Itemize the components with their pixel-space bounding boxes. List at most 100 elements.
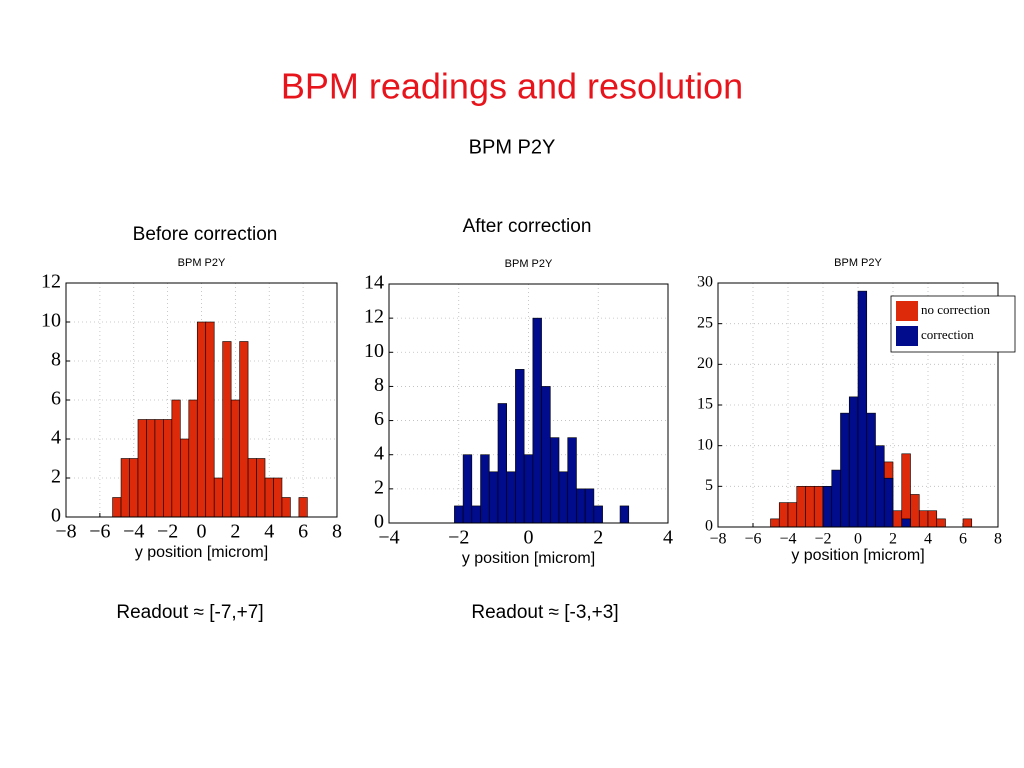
x-axis-label: y position [microm] — [791, 547, 924, 564]
bar — [584, 488, 595, 524]
x-tick-label: −4 — [779, 530, 796, 547]
plot-frame — [65, 282, 338, 518]
chart-caption: After correction — [463, 216, 592, 237]
x-axis-label: y position [microm] — [135, 544, 268, 561]
bar — [619, 505, 630, 524]
bar — [163, 419, 173, 518]
x-tick-label: 0 — [197, 521, 207, 543]
bar — [281, 497, 291, 518]
x-tick-label: 8 — [994, 530, 1002, 547]
x-tick-label: −4 — [123, 521, 144, 543]
bar — [471, 505, 481, 524]
bar — [454, 505, 464, 524]
bar — [901, 518, 911, 528]
bar — [196, 321, 207, 518]
y-tick-label: 8 — [51, 349, 61, 371]
bar — [532, 317, 542, 524]
bar — [264, 477, 274, 518]
bar — [497, 403, 508, 524]
bar — [112, 497, 122, 518]
bar — [541, 386, 551, 524]
y-tick-label: 5 — [705, 477, 713, 494]
bar — [222, 341, 232, 518]
x-tick-label: −2 — [448, 527, 469, 549]
bar — [848, 396, 859, 528]
bar — [213, 477, 223, 518]
bar — [120, 458, 130, 518]
bar — [778, 502, 789, 528]
bar — [239, 341, 249, 518]
y-tick-label: 10 — [41, 310, 61, 332]
legend-swatch — [896, 326, 918, 346]
bar — [515, 369, 525, 524]
bar — [188, 399, 198, 518]
legend-swatch — [896, 301, 918, 321]
y-tick-label: 0 — [51, 505, 61, 527]
bar — [567, 437, 577, 524]
y-tick-label: 20 — [697, 355, 713, 372]
x-tick-label: −8 — [709, 530, 726, 547]
x-tick-label: 4 — [663, 527, 673, 549]
bar — [910, 494, 920, 528]
x-tick-label: 6 — [959, 530, 967, 547]
bar — [273, 477, 283, 518]
x-tick-label: −2 — [814, 530, 831, 547]
x-tick-label: −6 — [89, 521, 110, 543]
bar — [883, 477, 894, 528]
x-axis-label: y position [microm] — [462, 550, 595, 567]
bar — [558, 471, 569, 524]
bar — [875, 445, 885, 528]
x-tick-label: −6 — [744, 530, 761, 547]
bar — [137, 419, 147, 518]
chart-title: BPM P2Y — [505, 258, 553, 270]
bar — [918, 510, 929, 528]
y-tick-label: 6 — [374, 408, 384, 430]
chart-title: BPM P2Y — [178, 257, 226, 269]
y-tick-label: 25 — [697, 314, 713, 331]
bar — [506, 471, 516, 524]
readout: Readout ≈ [-3,+3] — [471, 602, 618, 623]
bar — [230, 399, 240, 518]
bar — [857, 290, 868, 528]
legend-label: correction — [921, 327, 974, 342]
y-tick-label: 4 — [374, 442, 384, 464]
y-tick-label: 0 — [374, 511, 384, 533]
bar — [593, 505, 603, 524]
bar — [180, 438, 190, 518]
readout: Readout ≈ [-7,+7] — [116, 602, 263, 623]
bar — [462, 454, 473, 524]
bar — [813, 486, 824, 528]
x-tick-label: 8 — [332, 521, 342, 543]
x-tick-label: 2 — [889, 530, 897, 547]
bar — [549, 437, 560, 524]
bar — [171, 399, 181, 518]
bar — [822, 486, 833, 528]
y-tick-label: 12 — [364, 306, 384, 328]
y-tick-label: 0 — [705, 518, 713, 535]
y-tick-label: 6 — [51, 388, 61, 410]
x-tick-label: 4 — [924, 530, 932, 547]
x-tick-label: −4 — [378, 527, 399, 549]
bar — [787, 502, 798, 528]
x-tick-label: 2 — [593, 527, 603, 549]
chart-caption: Before correction — [133, 224, 278, 245]
bar — [770, 518, 780, 528]
y-tick-label: 2 — [374, 476, 384, 498]
bar — [205, 321, 215, 518]
bar — [805, 486, 815, 528]
x-tick-label: 6 — [298, 521, 308, 543]
bar — [936, 518, 946, 528]
bar — [927, 510, 938, 528]
legend-label: no correction — [921, 302, 990, 317]
plot-frame — [388, 283, 669, 524]
plot-frame — [717, 282, 999, 528]
y-tick-label: 2 — [51, 466, 61, 488]
y-tick-label: 15 — [697, 396, 713, 413]
bar — [146, 419, 156, 518]
x-tick-label: 2 — [230, 521, 240, 543]
x-tick-label: 0 — [524, 527, 534, 549]
x-tick-label: −8 — [55, 521, 76, 543]
y-tick-label: 14 — [364, 272, 384, 294]
y-tick-label: 8 — [374, 374, 384, 396]
